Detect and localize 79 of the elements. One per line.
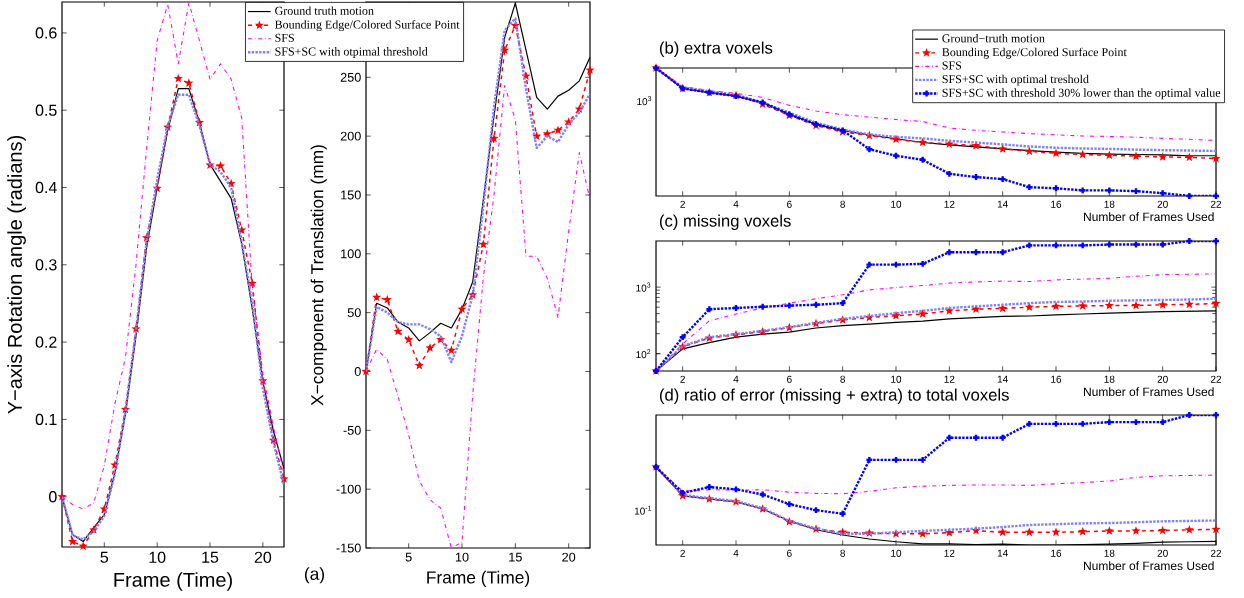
x-tick-label: 20 (562, 552, 576, 562)
x-tick-label: 22 (1210, 549, 1222, 557)
x-axis-title: Number of Frames Used (1084, 212, 1214, 222)
x-tick-label: 18 (1104, 549, 1115, 557)
legend-label: Ground truth motion (275, 6, 374, 15)
x-tick-label: 20 (1157, 375, 1168, 383)
y-tick-label: 0.6 (35, 27, 57, 39)
x-tick-label: 4 (733, 549, 739, 557)
x-tick-label: 4 (733, 375, 739, 383)
y-tick-label: 0.1 (35, 413, 57, 426)
x-tick-label: 12 (944, 375, 955, 383)
x-tick-label: 10 (891, 375, 902, 383)
x-tick-label: 14 (997, 200, 1008, 208)
x-tick-label: 5 (405, 552, 412, 562)
x-tick-label: 16 (1051, 375, 1062, 383)
legend-label: Ground−truth motion (942, 33, 1045, 43)
x-tick-label: 2 (680, 549, 685, 557)
x-axis-title: Number of Frames Used (1084, 387, 1214, 397)
y-tick-label: -150 (336, 543, 361, 553)
y-tick-label: -50 (343, 425, 361, 435)
x-tick-label: 10 (891, 549, 902, 557)
x-tick-label: 5 (100, 551, 109, 563)
y-tick-label: 250 (340, 72, 361, 82)
legend-label: SFS (275, 33, 294, 42)
x-tick-label: 20 (1157, 200, 1168, 208)
legend-label: Bounding Edge/Colored Surface Point (274, 20, 460, 32)
x-tick-label: 2 (680, 200, 685, 208)
x-tick-label: 15 (509, 552, 522, 562)
x-tick-label: 8 (840, 375, 846, 383)
legend-label: SFS+SC with otpimal threshold (275, 47, 428, 58)
x-tick-label: 22 (1210, 200, 1222, 208)
x-tick-label: 16 (1051, 200, 1062, 208)
y-tick-label: 0.3 (35, 259, 57, 271)
x-axis-title: Frame (Time) (114, 572, 232, 591)
x-tick-label: 18 (1104, 200, 1115, 208)
chart-title: (c) missing voxels (659, 214, 791, 231)
x-tick-label: 20 (1157, 549, 1168, 557)
x-axis-title: Frame (Time) (427, 570, 530, 587)
legend-label: SFS+SC with threshold 30% lower than the optimal value (942, 88, 1221, 100)
y-tick-label: 50 (347, 308, 361, 318)
x-tick-label: 20 (254, 551, 272, 564)
x-tick-label: 6 (787, 200, 792, 208)
x-tick-label: 18 (1104, 375, 1115, 383)
x-tick-label: 22 (1210, 375, 1222, 383)
chart-title: (d) ratio of error (missing + extra) to total voxels (659, 388, 1009, 405)
y-tick-label: 0 (354, 366, 361, 376)
y-axis-title: Y−axis Rotation angle (radians) (7, 135, 26, 414)
x-tick-label: 6 (787, 549, 792, 557)
x-tick-label: 12 (944, 200, 955, 208)
legend-label: SFS+SC with optimal treshold (942, 74, 1089, 86)
x-tick-label: 16 (1051, 549, 1062, 557)
x-tick-label: 6 (787, 375, 792, 383)
x-tick-label: 8 (840, 549, 846, 557)
x-tick-label: 4 (733, 200, 739, 208)
x-tick-label: 14 (997, 549, 1008, 557)
x-tick-label: 10 (149, 551, 166, 564)
chart-title: (b) extra voxels (659, 41, 773, 58)
y-tick-label: 0.4 (35, 181, 57, 194)
text: 10$^{-1}$ (634, 505, 652, 515)
y-tick-label: 200 (340, 131, 361, 141)
legend-label: Bounding Edge/Colored Surface Point (942, 47, 1127, 59)
legend-label: SFS (942, 61, 962, 70)
y-axis-title: X−component of Translation (mm) (310, 145, 327, 406)
x-axis-title: Number of Frames Used (1084, 561, 1214, 571)
y-tick-label: 0.5 (35, 104, 57, 116)
y-tick-label: 0.2 (35, 336, 57, 348)
x-tick-label: 8 (840, 200, 846, 208)
x-tick-label: 10 (891, 200, 902, 208)
y-tick-label: 150 (341, 190, 361, 200)
y-tick-label: 100 (341, 249, 361, 259)
y-tick-label: 10$^{2}$ (636, 349, 651, 359)
y-tick-label: 0 (49, 491, 57, 503)
x-tick-label: 14 (997, 375, 1008, 383)
x-tick-label: 12 (944, 549, 955, 557)
y-tick-label: -100 (336, 484, 361, 494)
text: (a) (304, 567, 325, 584)
x-tick-label: 15 (202, 551, 219, 563)
x-tick-label: 10 (455, 552, 469, 562)
x-tick-label: 2 (680, 375, 685, 383)
